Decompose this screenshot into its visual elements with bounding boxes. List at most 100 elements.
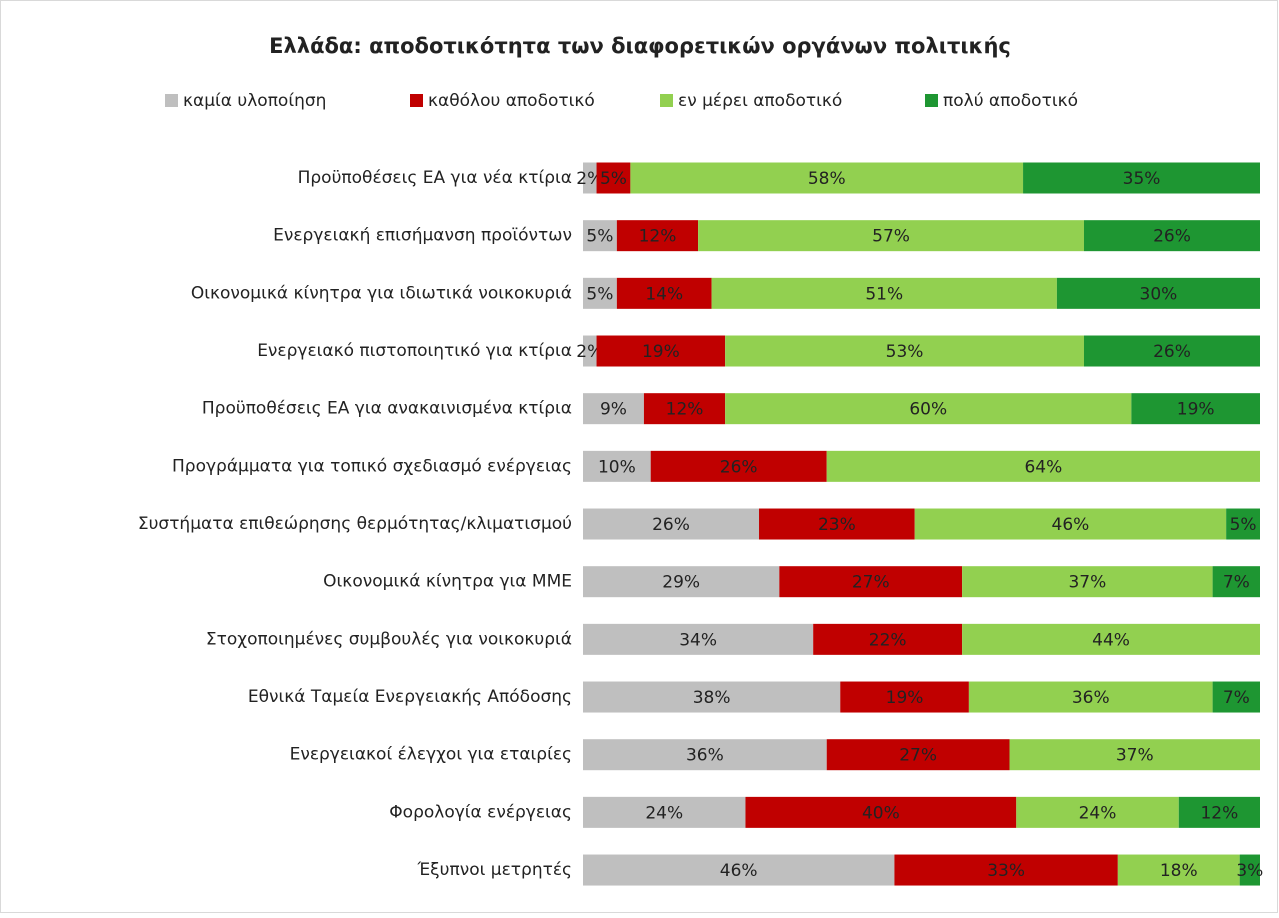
legend-swatch xyxy=(165,94,178,107)
data-label: 37% xyxy=(1068,573,1106,593)
bar-segment xyxy=(813,623,963,655)
data-label: 36% xyxy=(1072,688,1110,708)
data-label: 7% xyxy=(1223,688,1250,708)
bar-segment xyxy=(1131,393,1260,425)
data-label: 5% xyxy=(586,284,613,304)
data-label: 30% xyxy=(1140,284,1178,304)
bar-segment xyxy=(583,450,651,482)
data-label: 14% xyxy=(645,284,683,304)
bar-segment xyxy=(650,450,827,482)
bar-segment xyxy=(583,623,814,655)
bar-segment xyxy=(1178,796,1260,828)
y-tick-label: Οικονομικά κίνητρα για ΜΜΕ xyxy=(323,572,572,592)
data-label: 33% xyxy=(987,861,1025,881)
bar-segment xyxy=(616,277,712,309)
y-tick-label: Έξυπνοι μετρητές xyxy=(417,860,573,880)
legend-label: εν μέρει αποδοτικό xyxy=(678,91,842,111)
bar-segment xyxy=(596,162,631,194)
legend-label: καθόλου αποδοτικό xyxy=(428,91,595,111)
legend-swatch xyxy=(410,94,423,107)
bar-segment xyxy=(583,508,760,540)
data-label: 18% xyxy=(1160,861,1198,881)
y-tick-label: Εθνικά Ταμεία Ενεργειακής Απόδοσης xyxy=(248,687,572,707)
bar-segment xyxy=(725,335,1084,367)
data-label: 5% xyxy=(586,227,613,247)
data-label: 35% xyxy=(1123,169,1161,189)
data-label: 27% xyxy=(899,746,937,766)
data-label: 38% xyxy=(693,688,731,708)
data-label: 34% xyxy=(679,630,717,650)
data-label: 22% xyxy=(869,630,907,650)
bar-segment xyxy=(894,854,1118,886)
data-label: 24% xyxy=(1079,803,1117,823)
data-label: 44% xyxy=(1092,630,1130,650)
bar-segment xyxy=(840,681,969,713)
data-label: 29% xyxy=(662,573,700,593)
y-tick-label: Ενεργειακοί έλεγχοι για εταιρίες xyxy=(290,745,572,765)
bar-segment xyxy=(1226,508,1260,540)
data-label: 64% xyxy=(1024,457,1062,477)
data-label: 24% xyxy=(645,803,683,823)
data-label: 46% xyxy=(720,861,758,881)
data-label: 26% xyxy=(720,457,758,477)
bar-segment xyxy=(1212,681,1260,713)
bar-segment xyxy=(583,681,841,713)
data-label: 7% xyxy=(1223,573,1250,593)
data-label: 9% xyxy=(600,400,627,420)
bar-segment xyxy=(1023,162,1260,194)
bar-segment xyxy=(1083,220,1260,252)
data-label: 60% xyxy=(909,400,947,420)
chart-title: Ελλάδα: αποδοτικότητα των διαφορετικών ο… xyxy=(269,34,1011,58)
bar-segment xyxy=(583,796,746,828)
data-label: 2% xyxy=(576,169,603,189)
data-label: 19% xyxy=(642,342,680,362)
bar-segment xyxy=(698,220,1084,252)
bar-segment xyxy=(914,508,1227,540)
data-label: 5% xyxy=(1230,515,1257,535)
data-label: 26% xyxy=(652,515,690,535)
bar-segment xyxy=(759,508,915,540)
data-label: 26% xyxy=(1153,342,1191,362)
data-label: 10% xyxy=(598,457,636,477)
data-label: 12% xyxy=(639,227,677,247)
bar-segment xyxy=(583,854,895,886)
bar-segment xyxy=(1212,566,1260,598)
legend-swatch xyxy=(660,94,673,107)
data-label: 36% xyxy=(686,746,724,766)
data-label: 57% xyxy=(872,227,910,247)
data-label: 51% xyxy=(865,284,903,304)
bar-segment xyxy=(583,739,827,771)
bar-segment xyxy=(1016,796,1179,828)
data-label: 19% xyxy=(886,688,924,708)
data-label: 37% xyxy=(1116,746,1154,766)
bar-segment xyxy=(1239,854,1260,886)
data-label: 53% xyxy=(886,342,924,362)
bar-segment xyxy=(962,566,1213,598)
bar-segment xyxy=(745,796,1017,828)
bar-segment xyxy=(968,681,1213,713)
bar-segment xyxy=(1083,335,1260,367)
data-label: 19% xyxy=(1177,400,1215,420)
y-tick-label: Συστήματα επιθεώρησης θερμότητας/κλιματι… xyxy=(138,514,572,534)
legend-label: καμία υλοποίηση xyxy=(183,91,326,111)
y-tick-label: Φορολογία ενέργειας xyxy=(389,802,572,822)
bar-segment xyxy=(596,335,726,367)
bar-segment xyxy=(725,393,1132,425)
data-label: 12% xyxy=(1200,803,1238,823)
bar-segment xyxy=(630,162,1024,194)
data-label: 2% xyxy=(576,342,603,362)
bar-segment xyxy=(583,335,597,367)
legend-swatch xyxy=(925,94,938,107)
bar-segment xyxy=(643,393,726,425)
data-label: 5% xyxy=(600,169,627,189)
bar-segment xyxy=(826,739,1010,771)
bar-segment xyxy=(616,220,699,252)
y-tick-label: Προϋποθέσεις ΕΑ για ανακαινισμένα κτίρια xyxy=(202,399,572,419)
bar-segment xyxy=(583,220,617,252)
y-tick-label: Οικονομικά κίνητρα για ιδιωτικά νοικοκυρ… xyxy=(191,283,572,303)
data-label: 58% xyxy=(808,169,846,189)
data-label: 40% xyxy=(862,803,900,823)
data-label: 3% xyxy=(1236,861,1263,881)
y-tick-label: Ενεργειακή επισήμανση προϊόντων xyxy=(273,226,572,246)
